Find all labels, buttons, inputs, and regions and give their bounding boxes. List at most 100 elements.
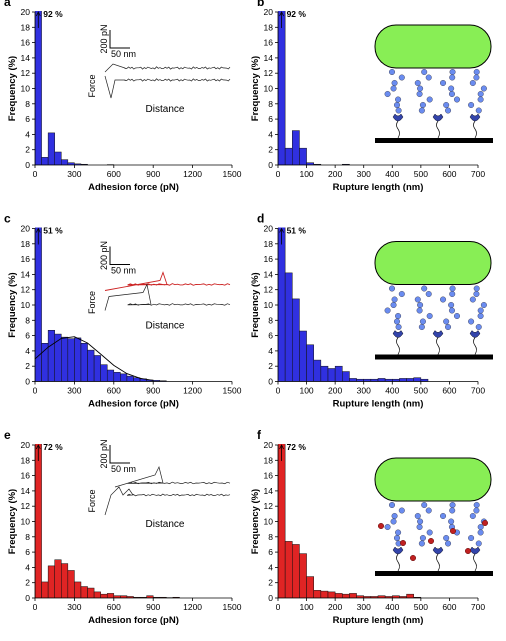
x-axis-title: Adhesion force (pN) [88,182,179,193]
y-tick-label: 16 [264,471,274,481]
sugar [389,502,396,509]
y-tick-label: 0 [268,377,273,387]
x-tick-label: 600 [107,602,121,612]
y-tick-label: 2 [25,145,30,155]
x-tick-label: 600 [107,169,121,179]
x-tick-label: 600 [442,169,456,179]
x-tick-label: 600 [442,602,456,612]
sugar [384,307,391,314]
bar [306,162,314,165]
y-axis-title: Frequency (%) [250,56,261,121]
sugar [453,96,460,103]
panel: a 92 % 0 2 4 6 8 10 12 14 16 18 20 0 300 600 900 1200 1500… [4,0,242,193]
sugar [477,524,484,531]
bar [41,581,49,598]
x-tick-label: 1200 [183,169,202,179]
trace [104,271,231,291]
sugar [426,96,433,103]
distance-label: Distance [146,104,185,115]
sugar [391,513,398,520]
bar [80,586,88,598]
sugar [440,513,447,520]
sugar [448,90,455,97]
trace [104,486,231,516]
sugar [443,101,450,108]
bar [306,576,314,598]
sugar [425,291,432,298]
bar [61,563,69,598]
bar [320,365,329,382]
y-tick-label: 12 [21,285,31,295]
panel-label: a [4,0,11,9]
arrow-head [35,11,41,17]
arrow-head [279,227,284,233]
sugar [477,307,484,314]
lectin [432,330,444,338]
y-tick-label: 6 [268,114,273,124]
y-tick-label: 20 [21,7,31,17]
bar [80,343,88,382]
sugar [448,518,455,525]
sugar [390,302,397,309]
sugar [416,307,423,314]
y-tick-label: 18 [264,455,274,465]
y-tick-label: 8 [25,532,30,542]
x-tick-label: 1200 [183,386,202,396]
bar [87,587,95,598]
y-tick-label: 6 [25,331,30,341]
y-tick-label: 14 [264,486,274,496]
lectin [469,546,481,555]
linker [396,337,400,355]
sugar [419,318,426,325]
sugar [393,101,400,108]
bar [406,378,414,382]
y-tick-label: 4 [268,346,273,356]
x-tick-label: 300 [67,169,81,179]
sugar [469,296,476,303]
bar [146,595,154,598]
bar [67,570,75,598]
value-label: 92 % [43,9,63,19]
sugar [448,302,455,309]
bar [106,593,115,598]
sugar [419,535,426,542]
linker [436,553,440,572]
panel-label: e [4,428,11,442]
y-tick-label: 2 [268,578,273,588]
y-tick-label: 6 [268,547,273,557]
inhibitor [378,523,385,530]
sugar [445,107,452,114]
x-tick-label: 100 [299,386,313,396]
x-tick-label: 300 [357,386,371,396]
y-axis-title: Frequency (%) [250,489,261,554]
sugar [391,296,398,303]
y-tick-label: 12 [21,501,31,511]
y-tick-label: 14 [264,53,274,63]
bar [406,593,414,598]
y-axis-title: Frequency (%) [7,489,18,554]
bar [120,373,128,382]
y-axis-title: Frequency (%) [7,272,18,337]
bar [47,132,55,165]
y-tick-label: 0 [268,160,273,170]
value-label: 72 % [43,442,63,452]
y-tick-label: 0 [25,160,30,170]
y-tick-label: 20 [264,7,274,17]
sugar [421,285,428,292]
bar [349,378,357,382]
x-tick-label: 300 [357,602,371,612]
sugar [443,535,450,542]
bar [47,565,55,598]
y-tick-label: 0 [268,593,273,603]
x-tick-label: 500 [414,169,428,179]
sugar [426,313,433,320]
sugar [449,502,456,509]
x-tick-label: 600 [442,386,456,396]
x-tick-label: 0 [33,602,38,612]
sugar [414,296,421,303]
x-tick-label: 100 [299,602,313,612]
bar [41,343,49,382]
scale-y: 200 pN [99,24,109,53]
y-tick-label: 2 [25,361,30,371]
